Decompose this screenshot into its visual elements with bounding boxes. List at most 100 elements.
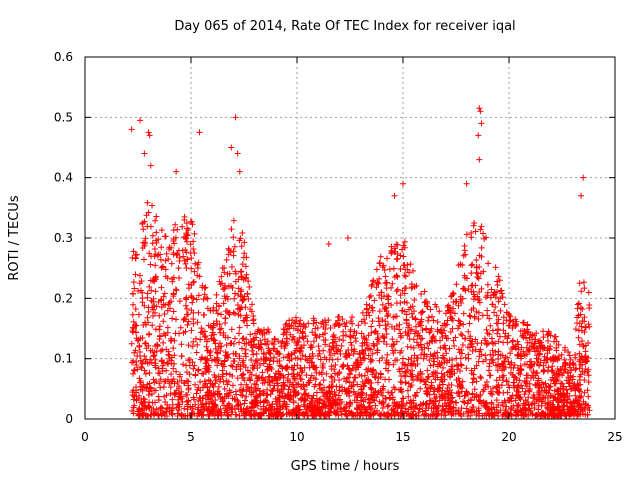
data-point xyxy=(576,358,583,365)
data-point xyxy=(155,397,162,404)
data-point xyxy=(163,408,170,415)
data-point xyxy=(172,221,179,228)
data-point xyxy=(309,405,316,412)
data-point xyxy=(256,412,263,419)
data-point xyxy=(128,126,135,133)
data-point xyxy=(418,351,425,358)
data-point xyxy=(469,404,476,411)
data-point xyxy=(501,301,508,308)
data-point xyxy=(577,406,584,413)
data-point xyxy=(532,336,539,343)
data-point xyxy=(551,333,558,340)
data-point xyxy=(453,376,460,383)
data-point xyxy=(203,343,210,350)
data-point xyxy=(133,396,140,403)
data-point xyxy=(560,403,567,410)
data-point xyxy=(140,256,147,263)
data-point xyxy=(551,387,558,394)
data-point xyxy=(241,239,248,246)
data-point xyxy=(430,317,437,324)
x-tick-label: 0 xyxy=(81,430,89,444)
data-point xyxy=(436,308,443,315)
data-point xyxy=(325,399,332,406)
data-point xyxy=(131,366,138,373)
data-point xyxy=(190,316,197,323)
data-point xyxy=(486,360,493,367)
data-point xyxy=(383,357,390,364)
data-point xyxy=(562,359,569,366)
data-point xyxy=(493,384,500,391)
data-point xyxy=(150,352,157,359)
data-point xyxy=(584,368,591,375)
data-point xyxy=(376,260,383,267)
data-point xyxy=(260,390,267,397)
data-point xyxy=(394,357,401,364)
data-point xyxy=(512,342,519,349)
data-point xyxy=(186,371,193,378)
data-point xyxy=(458,388,465,395)
data-point xyxy=(289,412,296,419)
data-point xyxy=(150,298,157,305)
data-point xyxy=(580,174,587,181)
data-point xyxy=(515,388,522,395)
data-point xyxy=(499,412,506,419)
data-point xyxy=(586,302,593,309)
data-point xyxy=(466,312,473,319)
data-point xyxy=(142,356,149,363)
data-point xyxy=(407,383,414,390)
data-point xyxy=(400,262,407,269)
data-point xyxy=(582,401,589,408)
data-point xyxy=(250,351,257,358)
data-point xyxy=(223,256,230,263)
data-point xyxy=(237,391,244,398)
data-point xyxy=(188,255,195,262)
data-point xyxy=(459,378,466,385)
data-point xyxy=(553,344,560,351)
data-point xyxy=(312,397,319,404)
x-tick-labels: 0 5 10 15 20 25 xyxy=(81,430,622,444)
data-point xyxy=(585,372,592,379)
data-point xyxy=(512,323,519,330)
data-point xyxy=(163,250,170,257)
data-point xyxy=(370,411,377,418)
data-point xyxy=(369,318,376,325)
data-point xyxy=(579,338,586,345)
data-point xyxy=(562,366,569,373)
data-point xyxy=(179,223,186,230)
data-point xyxy=(452,407,459,414)
data-point xyxy=(256,391,263,398)
data-point xyxy=(347,318,354,325)
data-point xyxy=(194,272,201,279)
data-point xyxy=(173,252,180,259)
data-point xyxy=(566,352,573,359)
data-point xyxy=(409,267,416,274)
data-point xyxy=(374,347,381,354)
data-point xyxy=(253,395,260,402)
data-point xyxy=(274,376,281,383)
data-point xyxy=(228,226,235,233)
data-point xyxy=(440,406,447,413)
data-point xyxy=(384,351,391,358)
data-point xyxy=(152,262,159,269)
data-point xyxy=(474,274,481,281)
data-point xyxy=(488,388,495,395)
data-point xyxy=(374,279,381,286)
data-point xyxy=(138,383,145,390)
data-point xyxy=(309,359,316,366)
data-point xyxy=(128,340,135,347)
data-point xyxy=(462,392,469,399)
data-point xyxy=(424,367,431,374)
data-point xyxy=(411,357,418,364)
data-point xyxy=(406,269,413,276)
data-point xyxy=(210,383,217,390)
data-point xyxy=(205,405,212,412)
data-point xyxy=(527,385,533,392)
data-point xyxy=(236,330,243,337)
data-point xyxy=(385,367,392,374)
data-point xyxy=(489,301,496,308)
data-point xyxy=(234,375,241,382)
data-point xyxy=(191,230,198,237)
data-point xyxy=(240,335,247,342)
data-point xyxy=(129,311,136,318)
data-point xyxy=(578,288,585,295)
